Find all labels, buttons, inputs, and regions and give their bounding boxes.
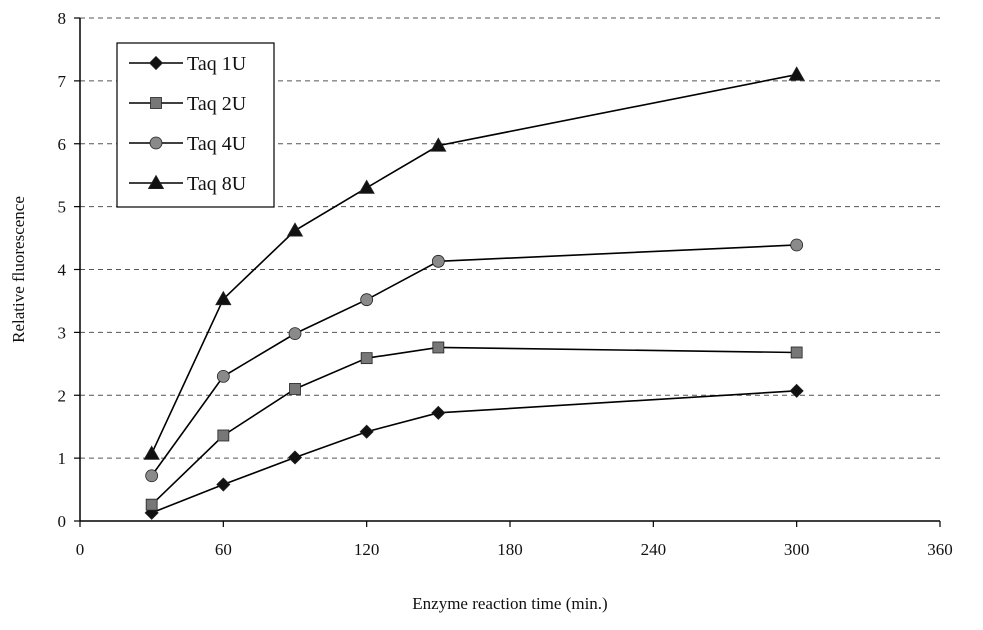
legend-marker <box>147 174 165 190</box>
data-point <box>286 222 304 237</box>
y-tick-label: 3 <box>58 323 67 342</box>
data-point <box>790 238 804 252</box>
legend-marker <box>150 97 162 109</box>
legend-entry: Taq 8U <box>129 173 247 195</box>
data-point <box>289 383 301 395</box>
data-point <box>431 405 446 420</box>
x-tick-label: 60 <box>215 540 232 559</box>
data-point <box>359 424 374 439</box>
data-point <box>143 445 160 460</box>
data-point <box>788 66 805 81</box>
data-point <box>431 254 445 268</box>
data-point <box>216 369 230 383</box>
data-point <box>358 179 375 194</box>
series-group <box>143 66 805 520</box>
y-tick-label: 5 <box>58 198 67 217</box>
series-line <box>150 73 797 455</box>
legend-label: Taq 1U <box>187 53 247 75</box>
legend-label: Taq 4U <box>187 133 247 155</box>
y-axis-title: Relative fluorescence <box>9 196 28 343</box>
series-taq-2u <box>145 341 803 511</box>
x-tick-label: 240 <box>641 540 667 559</box>
series-line <box>151 244 797 477</box>
x-tick-label: 360 <box>927 540 953 559</box>
y-tick-label: 0 <box>58 512 67 531</box>
data-point <box>216 477 231 492</box>
data-point <box>287 450 303 465</box>
legend-entry: Taq 1U <box>129 53 247 75</box>
legend-marker <box>149 136 163 150</box>
data-point <box>360 352 373 365</box>
data-point <box>145 469 159 483</box>
data-point <box>217 429 230 442</box>
data-point <box>360 293 374 307</box>
x-axis-title: Enzyme reaction time (min.) <box>412 594 607 613</box>
series-taq-8u <box>143 66 805 460</box>
x-tick-label: 0 <box>76 540 85 559</box>
data-point <box>215 290 232 306</box>
data-point <box>288 327 302 341</box>
y-tick-label: 4 <box>58 261 67 280</box>
legend-label: Taq 8U <box>187 173 247 195</box>
y-tick-label: 7 <box>58 72 67 91</box>
data-point <box>145 498 158 511</box>
data-point <box>432 341 445 354</box>
legend: Taq 1U Taq 2U Taq 4U Taq 8U <box>116 42 275 208</box>
series-taq-4u <box>145 238 804 483</box>
y-tick-label: 8 <box>58 9 67 28</box>
series-line <box>151 390 797 514</box>
y-tick-label: 6 <box>58 135 67 154</box>
series-taq-1u <box>144 383 804 520</box>
data-point <box>789 383 804 398</box>
x-tick-label: 120 <box>354 540 380 559</box>
legend-label: Taq 2U <box>187 93 247 115</box>
legend-entry: Taq 2U <box>129 93 247 115</box>
legend-box <box>116 42 275 208</box>
x-tick-label: 180 <box>497 540 523 559</box>
axes: 0 1 2 3 4 5 6 7 8 0 60 120 180 240 300 360 <box>58 9 953 559</box>
y-tick-label: 1 <box>58 449 67 468</box>
y-tick-label: 2 <box>58 386 67 405</box>
legend-marker <box>148 55 164 71</box>
data-point <box>790 346 803 359</box>
legend-entry: Taq 4U <box>129 133 247 155</box>
x-tick-label: 300 <box>784 540 810 559</box>
series-line <box>151 346 797 506</box>
data-point <box>430 137 447 152</box>
